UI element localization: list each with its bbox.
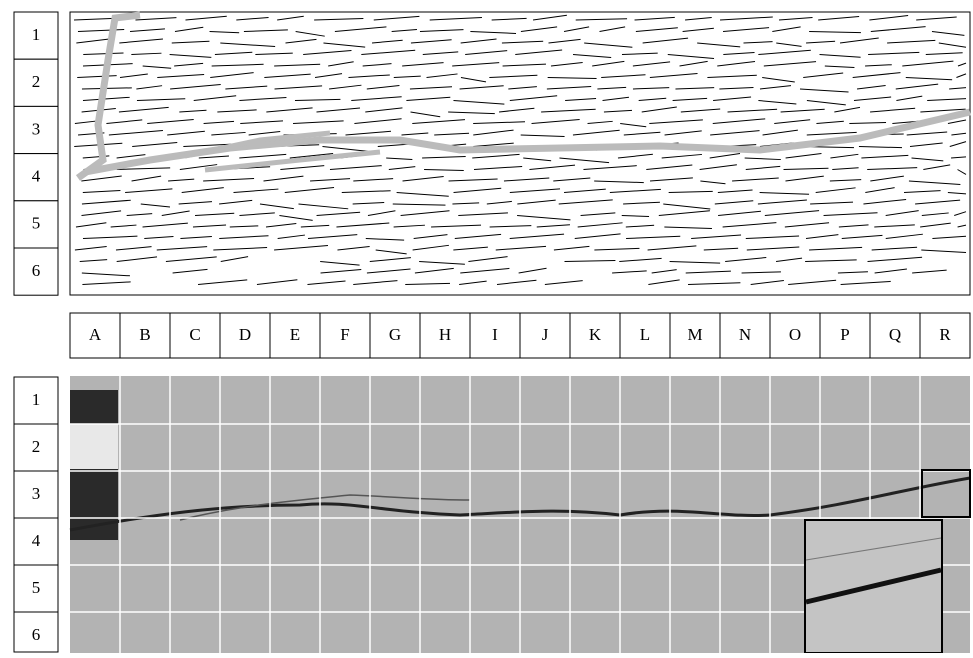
row-label: 4 <box>32 531 41 550</box>
clamp <box>70 424 118 469</box>
row-label: 3 <box>32 119 41 138</box>
column-label: O <box>789 325 801 344</box>
column-label: J <box>542 325 549 344</box>
row-label: 6 <box>32 261 41 280</box>
column-label: D <box>239 325 251 344</box>
column-label: N <box>739 325 751 344</box>
row-label: 1 <box>32 390 41 409</box>
column-label: R <box>939 325 951 344</box>
column-label: H <box>439 325 451 344</box>
column-label: M <box>687 325 702 344</box>
row-label: 4 <box>32 167 41 186</box>
column-label: L <box>640 325 650 344</box>
row-label: 2 <box>32 437 41 456</box>
row-label: 6 <box>32 625 41 644</box>
column-label: G <box>389 325 401 344</box>
column-label: E <box>290 325 300 344</box>
column-label: Q <box>889 325 901 344</box>
column-label: C <box>189 325 200 344</box>
row-label: 1 <box>32 25 41 44</box>
row-label: 2 <box>32 72 41 91</box>
column-label: F <box>340 325 349 344</box>
row-label: 5 <box>32 214 41 233</box>
row-label: 3 <box>32 484 41 503</box>
column-label: A <box>89 325 102 344</box>
column-label: K <box>589 325 602 344</box>
row-label: 5 <box>32 578 41 597</box>
column-label: P <box>840 325 849 344</box>
figure: 1 2 3 4 5 6 A B C D E F G H I J K L M N O P Q R 1 2 3 4 5 6 <box>0 0 973 653</box>
column-label: I <box>492 325 498 344</box>
column-label: B <box>139 325 150 344</box>
